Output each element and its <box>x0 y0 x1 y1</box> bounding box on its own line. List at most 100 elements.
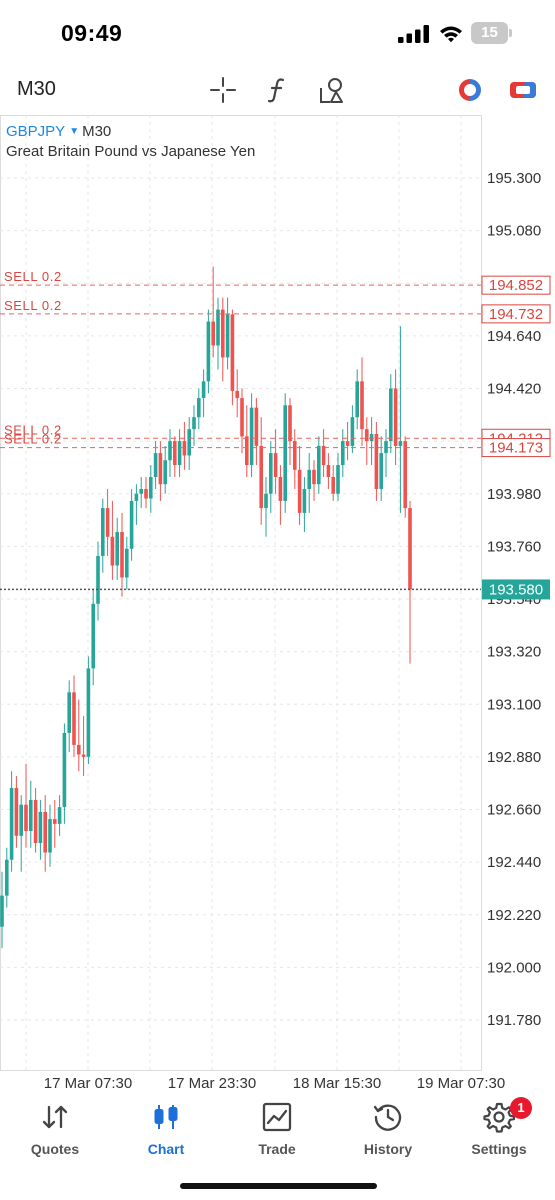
candle-body <box>173 441 177 466</box>
wifi-icon <box>440 26 462 43</box>
trade-line-chart-icon <box>262 1102 292 1132</box>
nav-settings[interactable]: Settings 1 <box>444 1097 554 1161</box>
sell-order-price-box <box>481 304 551 324</box>
candle-body <box>398 441 403 446</box>
candle-body <box>19 804 23 836</box>
candle-body <box>163 460 167 485</box>
candle-body <box>149 477 153 499</box>
candle-body <box>249 407 254 466</box>
price-tick-label: 193.760 <box>487 538 541 555</box>
quotes-arrows-icon <box>42 1105 68 1129</box>
candle-body <box>187 429 191 456</box>
candle-body <box>365 429 369 442</box>
candle-body <box>57 807 62 824</box>
price-tick-label: 192.660 <box>487 802 541 819</box>
candle-body <box>105 508 110 537</box>
sell-order-label: SELL 0.2 <box>4 422 62 437</box>
chart-color-icon[interactable] <box>456 76 484 104</box>
candle-body <box>384 441 388 454</box>
candle-body <box>389 388 393 442</box>
candle-body <box>278 477 283 501</box>
nav-quotes-label: Quotes <box>30 1141 80 1157</box>
candle-body <box>345 441 350 446</box>
chart-timeframe-label: M30 <box>82 123 112 140</box>
candle-body <box>369 433 374 442</box>
price-tick-label: 193.100 <box>487 696 541 713</box>
candle-body <box>336 465 340 494</box>
battery-icon: 15 <box>471 22 513 44</box>
candle-body <box>96 555 100 604</box>
candle-body <box>38 811 43 843</box>
current-price-label: 193.580 <box>489 581 543 598</box>
candle-body <box>158 453 163 485</box>
candle-body <box>221 309 225 358</box>
candle-body <box>230 314 235 391</box>
candle-body <box>317 445 321 485</box>
price-tick-label: 192.220 <box>487 907 541 924</box>
price-tick-label: 193.980 <box>487 486 541 503</box>
objects-icon[interactable] <box>318 76 346 104</box>
candle-body <box>293 441 297 470</box>
cellular-signal-icon <box>398 25 429 43</box>
candle-body <box>206 321 211 382</box>
nav-quotes[interactable]: Quotes <box>0 1101 110 1161</box>
nav-history[interactable]: History <box>333 1101 443 1161</box>
candle-body <box>86 668 91 757</box>
one-click-trading-icon[interactable] <box>509 76 537 104</box>
price-tick-label: 195.300 <box>487 170 541 187</box>
candle-body <box>67 692 71 733</box>
indicators-icon[interactable] <box>264 76 292 104</box>
candle-body <box>326 465 331 478</box>
candle-body <box>14 787 19 836</box>
candle-body <box>312 469 316 485</box>
sell-order-price-box <box>481 275 551 295</box>
candle-body <box>153 453 158 478</box>
timeframe-selector[interactable]: M30 <box>17 78 56 100</box>
candle-body <box>91 603 95 669</box>
candle-body <box>43 811 47 853</box>
crosshair-icon[interactable] <box>209 76 237 104</box>
candle-body <box>403 441 407 509</box>
candle-body <box>393 388 398 446</box>
settings-gear-icon <box>483 1102 515 1133</box>
candle-body <box>341 441 345 466</box>
price-tick-label: 192.000 <box>487 959 541 976</box>
candle-body <box>120 532 124 578</box>
status-bar: 09:49 15 <box>0 0 555 64</box>
time-tick-label: 17 Mar 07:30 <box>44 1075 132 1092</box>
history-clock-icon <box>373 1104 402 1131</box>
candle-body <box>360 381 364 430</box>
time-tick-label: 17 Mar 23:30 <box>168 1075 256 1092</box>
symbol-dropdown-icon[interactable]: ▼ <box>69 126 80 137</box>
sell-order-label: SELL 0.2 <box>4 269 62 284</box>
candle-body <box>235 390 239 399</box>
candle-body <box>53 819 57 824</box>
chart-symbol-header[interactable]: GBPJPY ▼ M30 <box>6 123 111 140</box>
candle-body <box>245 436 249 466</box>
candle-body <box>0 895 4 927</box>
chart-plot-frame <box>0 115 482 1071</box>
nav-chart[interactable]: Chart <box>111 1101 221 1161</box>
price-tick-label: 194.420 <box>487 381 541 398</box>
candle-body <box>350 417 355 446</box>
home-indicator <box>180 1183 377 1189</box>
price-tick-label: 194.640 <box>487 328 541 345</box>
sell-order-price-label: 194.173 <box>489 440 543 457</box>
price-tick-label: 195.080 <box>487 223 541 240</box>
symbol-name[interactable]: GBPJPY <box>6 123 66 140</box>
candle-body <box>115 532 119 566</box>
candle-body <box>177 441 182 466</box>
candle-body <box>62 732 67 808</box>
candle-body <box>182 441 187 456</box>
candle-body <box>101 508 105 556</box>
nav-history-label: History <box>363 1141 413 1157</box>
candle-body <box>379 453 383 489</box>
candle-body <box>201 381 206 399</box>
nav-trade[interactable]: Trade <box>222 1101 332 1161</box>
settings-notification-badge: 1 <box>510 1097 532 1119</box>
price-chart[interactable]: 195.300195.080194.860194.640194.420194.2… <box>0 115 555 1092</box>
candle-body <box>302 488 307 513</box>
candlestick-chart[interactable]: 195.300195.080194.860194.640194.420194.2… <box>0 115 555 1092</box>
candle-body <box>307 469 311 489</box>
sell-order-price-label: 194.732 <box>489 306 543 323</box>
